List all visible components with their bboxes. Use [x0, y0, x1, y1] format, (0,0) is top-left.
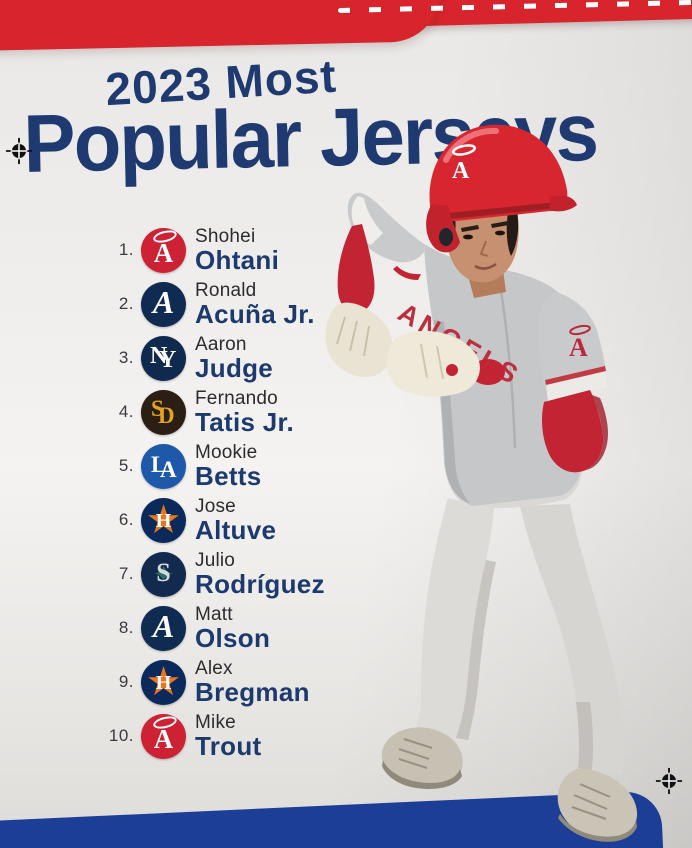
ranking-row: 1. A Shohei Ohtani: [98, 223, 325, 277]
player-name: Ronald Acuña Jr.: [195, 280, 315, 329]
ranking-row: 6. ★ H Jose Altuve: [98, 493, 325, 547]
player-first-name: Jose: [195, 496, 236, 517]
rank-number: 2.: [118, 294, 134, 313]
astros-logo-icon: ★ H: [141, 659, 186, 705]
ranking-row: 8. A Matt Olson: [98, 601, 325, 655]
angels-logo-icon: A: [141, 227, 186, 273]
ranking-row: 10. A Mike Trout: [98, 709, 325, 763]
braves-logo-icon: A: [141, 605, 186, 651]
rank-number: 5.: [118, 456, 134, 475]
player-last-name: Altuve: [195, 515, 277, 545]
rank-number: 8.: [118, 618, 134, 637]
astros-logo-icon: ★ H: [141, 497, 186, 543]
rankings-list: 1. A Shohei Ohtani 2. A Ronald Acuña Jr.…: [98, 223, 325, 763]
registration-mark-icon: [5, 137, 33, 165]
player-first-name: Alex: [195, 658, 233, 679]
rank-number: 7.: [118, 564, 134, 583]
player-last-name: Betts: [195, 461, 262, 491]
player-name: Mookie Betts: [195, 442, 262, 491]
player-last-name: Acuña Jr.: [195, 299, 315, 329]
player-last-name: Olson: [195, 623, 271, 653]
player-last-name: Ohtani: [195, 245, 280, 275]
player-name: Jose Altuve: [195, 496, 277, 545]
player-name: Matt Olson: [195, 604, 271, 653]
player-last-name: Rodríguez: [195, 569, 325, 599]
player-name: Fernando Tatis Jr.: [195, 388, 295, 437]
player-first-name: Shohei: [195, 226, 256, 247]
rank-number: 1.: [118, 240, 134, 259]
player-name: Julio Rodríguez: [195, 550, 325, 599]
ranking-row: 2. A Ronald Acuña Jr.: [98, 277, 325, 331]
sleeve-patch-letter: A: [569, 333, 588, 362]
page-title: 2023 Most Popular Jerseys: [22, 50, 628, 190]
rank-number: 4.: [118, 402, 134, 421]
title-line-2: Popular Jerseys: [22, 86, 598, 190]
ranking-row: 7. ✦ S Julio Rodríguez: [98, 547, 325, 601]
ranking-row: 9. ★ H Alex Bregman: [98, 655, 325, 709]
rank-number: 9.: [118, 672, 134, 691]
rank-number: 10.: [108, 726, 134, 745]
mariners-logo-icon: ✦ S: [141, 551, 186, 597]
player-name: Aaron Judge: [195, 334, 274, 383]
player-name: Alex Bregman: [195, 658, 310, 707]
player-first-name: Julio: [195, 550, 236, 571]
player-first-name: Ronald: [195, 280, 257, 301]
rank-number: 3.: [118, 348, 134, 367]
player-last-name: Judge: [195, 353, 274, 383]
player-first-name: Mookie: [195, 442, 258, 463]
rank-number: 6.: [118, 510, 134, 529]
braves-logo-icon: A: [141, 281, 186, 327]
player-name: Shohei Ohtani: [195, 226, 280, 275]
angels-logo-icon: A: [141, 713, 186, 759]
player-first-name: Matt: [195, 604, 233, 625]
jersey-wordmark: ANGELS: [393, 297, 526, 391]
player-first-name: Aaron: [195, 334, 247, 355]
bottom-blue-banner: [0, 790, 667, 848]
player-name: Mike Trout: [195, 712, 262, 761]
player-last-name: Bregman: [195, 677, 310, 707]
player-first-name: Fernando: [195, 388, 278, 409]
player-last-name: Tatis Jr.: [195, 407, 295, 437]
registration-mark-icon: [655, 767, 683, 795]
player-first-name: Mike: [195, 712, 236, 733]
player-last-name: Trout: [195, 731, 262, 761]
